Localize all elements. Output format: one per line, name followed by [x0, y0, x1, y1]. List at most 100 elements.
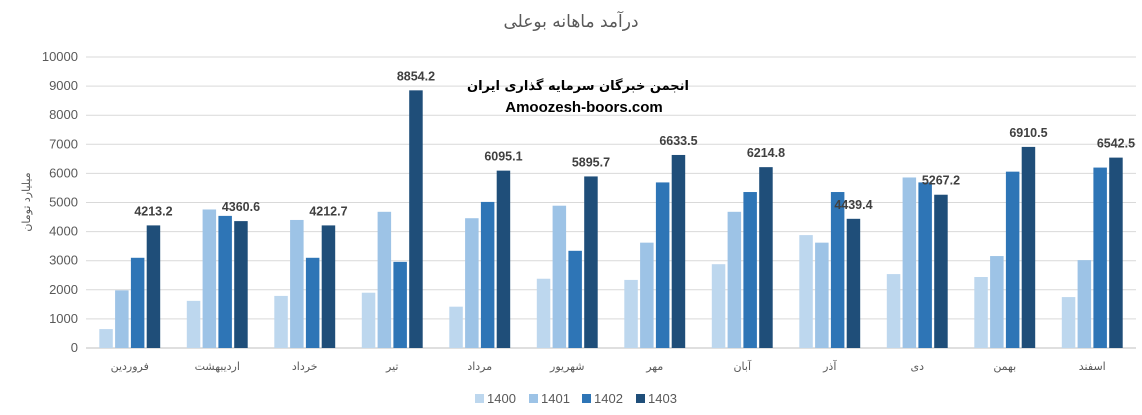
- y-tick-label: 7000: [49, 136, 78, 151]
- data-label: 5895.7: [572, 155, 610, 169]
- bar-1400: [624, 279, 638, 348]
- data-label: 5267.2: [922, 174, 960, 188]
- data-label: 4213.2: [134, 204, 172, 218]
- legend-label: 1400: [487, 391, 516, 406]
- data-label: 6633.5: [659, 134, 697, 148]
- bar-1400: [99, 329, 113, 348]
- bar-1400: [1061, 297, 1076, 348]
- y-tick-label: 3000: [49, 253, 78, 268]
- bars: [99, 90, 1123, 349]
- y-tick-label: 9000: [49, 78, 78, 93]
- gridlines: [86, 56, 1136, 349]
- category-label: فروردین: [111, 360, 149, 373]
- bar-1401: [377, 211, 392, 348]
- bar-1401: [552, 205, 567, 348]
- data-label: 6910.5: [1009, 126, 1047, 140]
- bar-1402: [655, 182, 670, 348]
- bar-1401: [202, 209, 217, 348]
- category-label: آذر: [822, 359, 837, 373]
- bar-1403: [321, 225, 336, 348]
- bar-1401: [727, 211, 742, 348]
- category-label: تیر: [385, 360, 398, 373]
- bar-1403: [409, 90, 423, 349]
- bar-1401: [815, 242, 829, 348]
- y-tick-label: 8000: [49, 107, 78, 122]
- bar-1400: [711, 264, 726, 348]
- bar-1402: [393, 261, 407, 348]
- bar-1403: [759, 167, 773, 348]
- bar-1400: [886, 274, 901, 348]
- bar-1402: [568, 250, 582, 348]
- bar-1401: [640, 242, 654, 348]
- category-label: خرداد: [292, 360, 318, 373]
- data-label: 6095.1: [484, 150, 522, 164]
- bar-1402: [218, 215, 232, 348]
- category-label: آبان: [733, 359, 751, 373]
- bar-1402: [1093, 167, 1107, 348]
- bar-1403: [1109, 157, 1123, 348]
- bar-1403: [146, 225, 161, 348]
- bar-1403: [934, 194, 948, 348]
- category-label: اردیبهشت: [195, 360, 240, 373]
- y-tick-label: 5000: [49, 195, 78, 210]
- y-tick-label: 2000: [49, 282, 78, 297]
- y-axis-ticks: 0 1000 2000 3000 4000 5000 6000 7000 8000 9000 100…: [42, 49, 78, 355]
- bar-1403: [1021, 146, 1036, 348]
- watermark-text: انجمن خبرگان سرمایه گذاری ایران: [467, 78, 689, 94]
- legend-label: 1403: [648, 391, 677, 406]
- bar-1403: [496, 170, 511, 348]
- y-tick-label: 0: [71, 340, 78, 355]
- category-label: دی: [910, 360, 924, 373]
- legend-swatch-1403: [636, 394, 645, 403]
- y-tick-label: 6000: [49, 165, 78, 180]
- bar-1403: [846, 218, 861, 348]
- data-label: 8854.2: [397, 69, 435, 83]
- bar-1400: [974, 276, 988, 348]
- x-axis-categories: فروردین اردیبهشت خرداد تیر مرداد شهریور مهر آبا…: [111, 359, 1106, 373]
- data-label: 6214.8: [747, 146, 785, 160]
- category-label: مهر: [645, 360, 663, 373]
- watermark-url: Amoozesh-boors.com: [505, 99, 663, 116]
- category-label: مرداد: [467, 360, 492, 373]
- bar-1402: [743, 192, 757, 348]
- bar-1400: [274, 295, 288, 348]
- y-tick-label: 10000: [42, 49, 78, 64]
- bar-1401: [902, 177, 917, 348]
- category-label: شهریور: [549, 360, 584, 373]
- legend-label: 1402: [594, 391, 623, 406]
- bar-1402: [130, 257, 145, 348]
- legend-swatch-1402: [582, 394, 591, 403]
- data-label: 4212.7: [309, 204, 347, 218]
- bar-1402: [830, 192, 845, 348]
- legend: 1400 1401 1402 1403: [475, 391, 677, 406]
- bar-1400: [799, 235, 813, 348]
- data-label: 4360.6: [222, 200, 260, 214]
- bar-1401: [990, 256, 1004, 348]
- legend-swatch-1401: [529, 394, 538, 403]
- data-label: 6542.5: [1097, 137, 1135, 151]
- legend-swatch-1400: [475, 394, 484, 403]
- y-tick-label: 4000: [49, 224, 78, 239]
- y-axis-label: میلیارد تومان: [20, 172, 33, 231]
- bar-1400: [536, 278, 551, 348]
- data-label: 4439.4: [834, 198, 872, 212]
- bar-1401: [1077, 260, 1092, 348]
- bar-1403: [584, 176, 598, 348]
- bar-1402: [480, 201, 495, 348]
- bar-1400: [186, 300, 201, 348]
- category-label: بهمن: [993, 360, 1016, 373]
- y-tick-label: 1000: [49, 311, 78, 326]
- legend-label: 1401: [541, 391, 570, 406]
- bar-1402: [1005, 171, 1020, 348]
- bar-1400: [449, 306, 463, 348]
- bar-1403: [234, 221, 248, 348]
- bar-1402: [305, 257, 320, 348]
- bar-1401: [465, 218, 479, 348]
- bar-1403: [671, 154, 686, 348]
- bar-1400: [361, 292, 376, 348]
- category-label: اسفند: [1079, 360, 1106, 373]
- bar-1401: [115, 290, 129, 348]
- chart-title: درآمد ماهانه بوعلی: [503, 10, 638, 32]
- bar-1401: [290, 219, 304, 348]
